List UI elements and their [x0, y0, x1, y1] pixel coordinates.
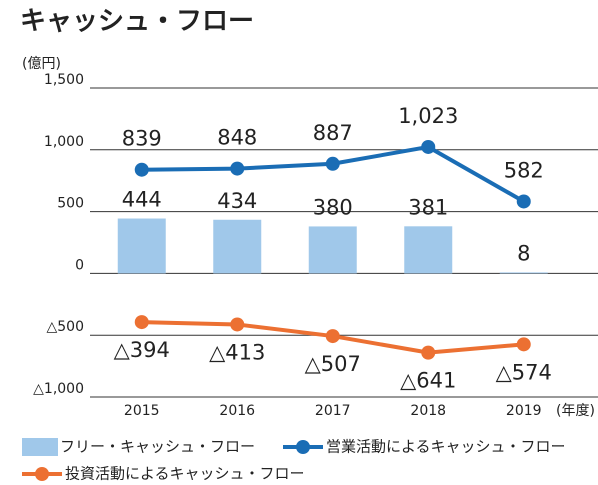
- y-tick-label: 500: [57, 196, 84, 212]
- data-label: △413: [209, 340, 265, 364]
- y-tick-label: △1,000: [33, 381, 84, 397]
- point: [516, 337, 531, 352]
- bar: [117, 218, 166, 274]
- data-label: 887: [313, 121, 353, 145]
- bar: [404, 226, 453, 274]
- y-tick-label: △500: [47, 319, 85, 335]
- y-tick-label: 1,500: [44, 72, 84, 88]
- bar: [308, 226, 357, 274]
- point: [325, 156, 340, 171]
- x-tick-label: 2019: [506, 403, 542, 419]
- data-label: 1,023: [398, 104, 458, 128]
- point: [516, 194, 531, 209]
- legend-label: フリー・キャッシュ・フロー: [60, 438, 255, 456]
- data-label: 839: [122, 127, 162, 151]
- legend-swatch: [35, 467, 49, 481]
- bar: [213, 219, 262, 274]
- x-tick-label: 2018: [410, 403, 446, 419]
- point: [134, 162, 149, 177]
- x-axis-label: (年度): [556, 403, 595, 419]
- y-tick-label: 1,000: [44, 134, 84, 150]
- data-label: △641: [400, 369, 456, 393]
- y-axis-label: (億円): [22, 56, 61, 72]
- point: [325, 329, 340, 344]
- x-tick-label: 2017: [315, 403, 351, 419]
- data-label: 582: [504, 158, 544, 182]
- data-label: 848: [217, 126, 257, 150]
- bar: [499, 272, 548, 274]
- data-label: 381: [408, 195, 448, 219]
- point: [421, 345, 436, 360]
- data-label: △394: [114, 338, 170, 362]
- legend-swatch: [296, 440, 310, 454]
- point: [230, 317, 245, 332]
- data-label: 380: [313, 195, 353, 219]
- y-tick-label: 0: [75, 257, 84, 273]
- legend-swatch: [22, 438, 58, 456]
- chart-title: キャッシュ・フロー: [20, 7, 254, 37]
- legend-label: 営業活動によるキャッシュ・フロー: [326, 438, 566, 456]
- line: [141, 144, 525, 204]
- data-label: 8: [517, 241, 530, 265]
- x-tick-label: 2016: [219, 403, 255, 419]
- data-label: △507: [305, 352, 361, 376]
- data-label: △574: [496, 360, 552, 384]
- data-label: 444: [122, 188, 162, 212]
- point: [421, 139, 436, 154]
- point: [134, 315, 149, 330]
- point: [230, 161, 245, 176]
- x-tick-label: 2015: [124, 403, 160, 419]
- legend-label: 投資活動によるキャッシュ・フロー: [65, 465, 305, 483]
- data-label: 434: [217, 189, 257, 213]
